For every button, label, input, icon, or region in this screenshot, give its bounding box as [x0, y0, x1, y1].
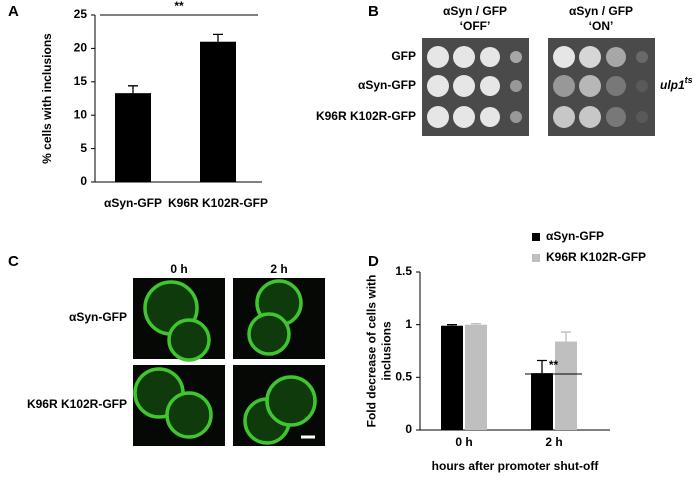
- cell: [247, 312, 291, 356]
- row-label: GFP: [391, 49, 416, 63]
- yeast-spot: [606, 76, 626, 96]
- yeast-spot: [636, 111, 648, 123]
- y-tick-label: 15: [74, 74, 88, 88]
- x-tick-label: 0 h: [455, 435, 472, 449]
- panel-label: A: [8, 3, 19, 20]
- legend-swatch: [532, 233, 540, 241]
- y-tick-label: 1: [405, 317, 412, 331]
- row-label: αSyn-GFP: [358, 78, 416, 92]
- y-axis-label: inclusions: [380, 321, 394, 381]
- yeast-spot: [553, 106, 575, 128]
- yeast-spot: [427, 46, 449, 68]
- column-header: ‘OFF’: [460, 19, 491, 33]
- yeast-spot: [553, 46, 575, 68]
- bar: [441, 325, 463, 430]
- yeast-spot: [636, 80, 648, 92]
- yeast-spot: [510, 111, 522, 123]
- panel-label: C: [8, 253, 19, 270]
- strain: ulp1: [660, 78, 685, 92]
- bar: [115, 93, 151, 182]
- yeast-spot: [453, 75, 475, 97]
- bar: [200, 41, 236, 182]
- y-tick-label: 10: [74, 107, 88, 121]
- x-tick-label: K96R K102R-GFP: [168, 196, 268, 210]
- yeast-spot: [510, 51, 522, 63]
- column-header: αSyn / GFP: [443, 4, 507, 18]
- yeast-spot: [579, 106, 601, 128]
- column-header: 2 h: [270, 262, 287, 276]
- legend-label: K96R K102R-GFP: [546, 250, 646, 264]
- yeast-spot: [636, 51, 648, 63]
- bar: [465, 324, 487, 430]
- cell: [167, 318, 211, 362]
- panel-label: B: [368, 3, 379, 20]
- yeast-spot: [480, 76, 500, 96]
- yeast-spot: [606, 47, 626, 67]
- yeast-spot: [579, 75, 601, 97]
- yeast-spot: [453, 46, 475, 68]
- y-tick-label: 20: [74, 41, 88, 55]
- strain-label: ulp1ts: [660, 75, 693, 92]
- y-tick-label: 25: [74, 7, 88, 21]
- yeast-spot: [480, 47, 500, 67]
- row-label: αSyn-GFP: [69, 310, 127, 324]
- strain-superscript: ts: [685, 75, 693, 85]
- y-axis-label: Fold decrease of cells with: [365, 275, 379, 428]
- error-bar: [128, 85, 138, 94]
- y-tick-label: 0: [80, 174, 87, 188]
- row-label: K96R K102R-GFP: [27, 397, 127, 411]
- column-header: ‘ON’: [589, 19, 614, 33]
- x-axis-label: hours after promoter shut-off: [432, 459, 600, 473]
- bar: [531, 373, 553, 430]
- column-header: αSyn / GFP: [569, 4, 633, 18]
- yeast-spot: [427, 106, 449, 128]
- yeast-spot: [579, 46, 601, 68]
- legend-label: αSyn-GFP: [546, 229, 604, 243]
- error-bar: [447, 324, 457, 326]
- cell: [165, 391, 213, 439]
- yeast-spot: [480, 107, 500, 127]
- yeast-spot: [427, 75, 449, 97]
- error-bar: [471, 322, 481, 325]
- bar: [555, 341, 577, 430]
- y-axis-label: % cells with inclusions: [40, 33, 54, 164]
- cell: [265, 375, 317, 427]
- y-tick-label: 0.5: [395, 370, 412, 384]
- x-tick-label: 2 h: [545, 435, 562, 449]
- row-label: K96R K102R-GFP: [316, 109, 416, 123]
- yeast-spot: [553, 75, 575, 97]
- error-bar: [561, 331, 571, 342]
- yeast-spot: [606, 107, 626, 127]
- error-bar: [537, 359, 547, 374]
- x-tick-label: αSyn-GFP: [104, 196, 162, 210]
- yeast-spot: [510, 80, 522, 92]
- significance-label: **: [174, 0, 184, 13]
- significance-label: **: [549, 358, 559, 372]
- yeast-spot: [453, 106, 475, 128]
- column-header: 0 h: [170, 262, 187, 276]
- y-tick-label: 1.5: [395, 264, 412, 278]
- error-bar: [213, 33, 223, 42]
- y-tick-label: 0: [405, 422, 412, 436]
- panel-label: D: [368, 253, 379, 270]
- legend-swatch: [532, 254, 540, 262]
- y-tick-label: 5: [80, 141, 87, 155]
